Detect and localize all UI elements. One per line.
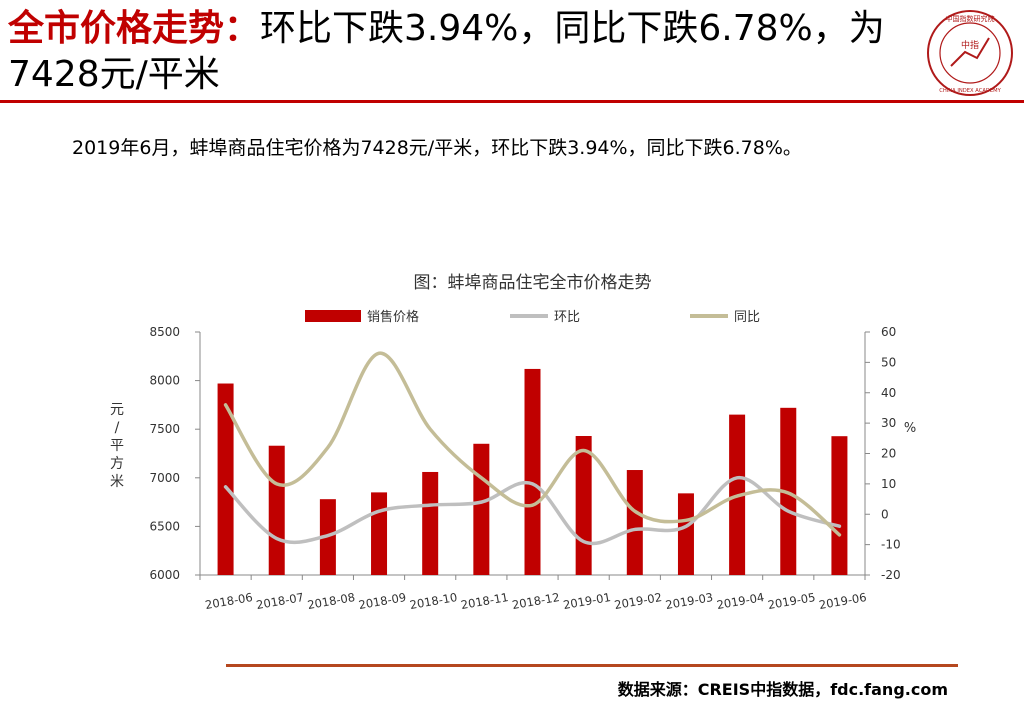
bar-price xyxy=(524,368,541,575)
page-title-topic: 全市价格走势： xyxy=(8,8,261,49)
left-tick-label: 8500 xyxy=(149,325,180,339)
left-axis-label-char: 平 xyxy=(110,438,124,454)
logo-ring-text-bottom: CHINA INDEX ACADEMY xyxy=(939,88,1001,94)
x-tick-label: 2018-08 xyxy=(306,590,356,612)
title-divider xyxy=(0,100,1024,103)
x-tick-label: 2018-11 xyxy=(460,590,510,612)
bar-price xyxy=(473,443,490,575)
x-tick-label: 2019-03 xyxy=(664,590,714,612)
legend-swatch-0 xyxy=(305,310,361,322)
bar-price xyxy=(371,492,388,575)
x-tick-label: 2019-04 xyxy=(716,590,766,612)
data-source-note: 数据来源：CREIS中指数据，fdc.fang.com xyxy=(617,680,948,699)
left-tick-label: 7500 xyxy=(149,422,180,436)
right-tick-label: 50 xyxy=(881,355,896,369)
left-axis-label-char: / xyxy=(115,420,120,436)
left-axis-label-char: 米 xyxy=(110,474,124,490)
bar-price xyxy=(677,493,694,575)
left-axis-label-char: 元 xyxy=(110,402,124,418)
right-tick-label: 10 xyxy=(881,477,896,491)
bar-price xyxy=(217,383,234,575)
legend-label-2: 同比 xyxy=(734,310,760,325)
x-tick-label: 2019-05 xyxy=(767,590,817,612)
left-tick-label: 8000 xyxy=(149,374,180,388)
right-tick-label: -20 xyxy=(881,568,901,582)
x-tick-label: 2018-09 xyxy=(357,590,407,612)
left-axis-label-char: 方 xyxy=(110,456,124,472)
right-tick-label: 20 xyxy=(881,447,896,461)
chart-title: 图：蚌埠商品住宅全市价格走势 xyxy=(414,273,652,293)
right-axis-label: % xyxy=(904,421,916,436)
x-tick-label: 2018-06 xyxy=(204,590,254,612)
bar-price xyxy=(831,436,848,575)
right-tick-label: 40 xyxy=(881,386,896,400)
x-tick-label: 2019-02 xyxy=(613,590,663,612)
x-tick-label: 2018-12 xyxy=(511,590,561,612)
right-tick-label: 30 xyxy=(881,416,896,430)
right-tick-label: -10 xyxy=(881,538,901,552)
legend-label-1: 环比 xyxy=(554,310,580,325)
bar-price xyxy=(575,436,592,575)
left-tick-label: 6000 xyxy=(149,568,180,582)
legend-label-0: 销售价格 xyxy=(367,309,419,325)
x-tick-label: 2018-07 xyxy=(255,590,305,612)
bar-price xyxy=(268,445,285,575)
bar-price xyxy=(626,470,643,575)
left-tick-label: 7000 xyxy=(149,471,180,485)
x-tick-label: 2018-10 xyxy=(409,590,459,612)
right-tick-label: 0 xyxy=(881,507,889,521)
logo-center-text: 中指 xyxy=(961,39,979,51)
summary-text: 2019年6月，蚌埠商品住宅价格为7428元/平米，环比下跌3.94%，同比下跌… xyxy=(72,137,802,159)
page-title: 全市价格走势：环比下跌3.94%，同比下跌6.78%，为7428元/平米 xyxy=(8,6,908,98)
left-tick-label: 6500 xyxy=(149,519,180,533)
footer-divider xyxy=(226,664,958,667)
right-tick-label: 60 xyxy=(881,325,896,339)
bar-price xyxy=(422,471,439,575)
x-tick-label: 2019-06 xyxy=(818,590,868,612)
x-tick-label: 2019-01 xyxy=(562,590,612,612)
page-title-detail: 环比下跌3.94%，同比下跌6.78%，为7428元/平米 xyxy=(8,8,885,95)
logo-ring-text-top: 中国指数研究院 xyxy=(946,14,995,23)
china-index-academy-logo: 中指 中国指数研究院 CHINA INDEX ACADEMY xyxy=(927,10,1013,96)
